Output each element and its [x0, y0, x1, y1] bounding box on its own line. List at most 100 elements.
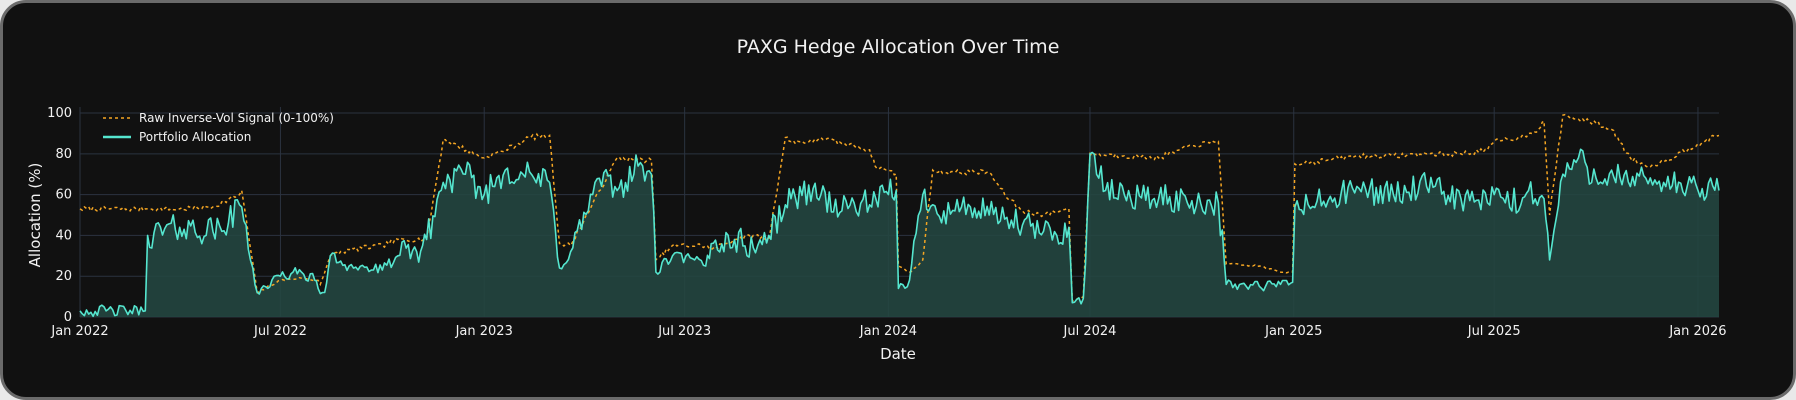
allocation-point [1004, 218, 1006, 220]
raw-signal-point [616, 157, 618, 159]
allocation-point [598, 177, 600, 179]
allocation-point [1562, 173, 1564, 175]
allocation-point [1718, 189, 1720, 191]
x-tick-label: Jul 2023 [657, 324, 711, 339]
raw-signal-point [1157, 157, 1159, 159]
allocation-point [704, 265, 706, 267]
raw-signal-point [1068, 208, 1070, 210]
raw-signal-point [752, 234, 754, 236]
raw-signal-point [212, 206, 214, 208]
allocation-point [146, 234, 148, 236]
raw-signal-point [1258, 265, 1260, 267]
y-tick-label: 0 [64, 310, 72, 325]
raw-signal-point [569, 244, 571, 246]
raw-signal-point [1425, 153, 1427, 155]
raw-signal-point [1543, 120, 1545, 122]
allocation-point [329, 255, 331, 257]
allocation-point [317, 287, 319, 289]
raw-signal-point [874, 165, 876, 167]
allocation-point [1520, 204, 1522, 206]
allocation-area [80, 149, 1719, 317]
raw-signal-point [527, 136, 529, 138]
allocation-point [1056, 234, 1058, 236]
raw-signal-point [988, 171, 990, 173]
raw-signal-point [671, 244, 673, 246]
x-tick-label: Jul 2024 [1063, 324, 1117, 339]
raw-signal-point [442, 138, 444, 140]
raw-signal-point [381, 244, 383, 246]
allocation-point [671, 255, 673, 257]
allocation-point [1645, 177, 1647, 179]
allocation-point [655, 271, 657, 273]
raw-signal-point [784, 136, 786, 138]
raw-signal-point [548, 134, 550, 136]
allocation-point [1527, 189, 1529, 191]
allocation-point [178, 226, 180, 228]
allocation-point [841, 210, 843, 212]
allocation-point [1548, 259, 1550, 261]
raw-signal-point [144, 208, 146, 210]
allocation-point [415, 251, 417, 253]
allocation-point [1068, 226, 1070, 228]
allocation-point [820, 193, 822, 195]
legend-item-allocation[interactable]: Portfolio Allocation [103, 130, 251, 144]
allocation-point [324, 291, 326, 293]
raw-signal-point [1520, 136, 1522, 138]
allocation-series [79, 148, 1720, 318]
raw-signal-point [820, 136, 822, 138]
allocation-point [300, 271, 302, 273]
legend[interactable]: Raw Inverse-Vol Signal (0-100%) Portfoli… [103, 111, 334, 144]
allocation-point [853, 202, 855, 204]
raw-signal-point [1042, 214, 1044, 216]
raw-signal-point [932, 169, 934, 171]
raw-signal-point [914, 267, 916, 269]
allocation-point [710, 242, 712, 244]
raw-signal-point [1191, 144, 1193, 146]
allocation-point [79, 310, 81, 312]
raw-signal-point [504, 149, 506, 151]
allocation-point [522, 173, 524, 175]
allocation-point [1104, 189, 1106, 191]
raw-signal-point [704, 244, 706, 246]
allocation-point [1225, 283, 1227, 285]
allocation-point [1662, 181, 1664, 183]
legend-item-raw-signal[interactable]: Raw Inverse-Vol Signal (0-100%) [103, 111, 334, 125]
raw-signal-point [1217, 140, 1219, 142]
allocation-point [256, 291, 258, 293]
allocation-point [1217, 202, 1219, 204]
allocation-point [442, 181, 444, 183]
raw-signal-point [969, 171, 971, 173]
y-tick-label: 80 [55, 147, 72, 162]
allocation-point [932, 204, 934, 206]
allocation-point [1486, 202, 1488, 204]
allocation-point [1595, 177, 1597, 179]
chart-title: PAXG Hedge Allocation Over Time [737, 36, 1060, 58]
allocation-point [240, 206, 242, 208]
allocation-point [1425, 185, 1427, 187]
allocation-point [1493, 193, 1495, 195]
allocation-point [569, 251, 571, 253]
legend-allocation-label: Portfolio Allocation [139, 130, 251, 144]
x-tick-label: Jan 2023 [455, 324, 513, 339]
allocation-point [650, 173, 652, 175]
allocation-point [752, 246, 754, 248]
allocation-point [784, 204, 786, 206]
allocation-point [616, 189, 618, 191]
allocation-point [1392, 193, 1394, 195]
allocation-point [1460, 198, 1462, 200]
allocation-point [768, 234, 770, 236]
raw-signal-point [922, 259, 924, 261]
allocation-point [922, 193, 924, 195]
x-tick-label: Jan 2026 [1668, 324, 1726, 339]
raw-signal-point [1697, 142, 1699, 144]
raw-signal-point [1392, 155, 1394, 157]
allocation-point [637, 165, 639, 167]
raw-signal-point [1486, 149, 1488, 151]
allocation-point [1157, 198, 1159, 200]
allocation-point [1191, 200, 1193, 202]
allocation-point [1610, 169, 1612, 171]
allocation-chart: PAXG Hedge Allocation Over Time 0 20 40 60 8… [26, 36, 1727, 363]
allocation-point [425, 238, 427, 240]
x-tick-label: Jan 2025 [1264, 324, 1322, 339]
